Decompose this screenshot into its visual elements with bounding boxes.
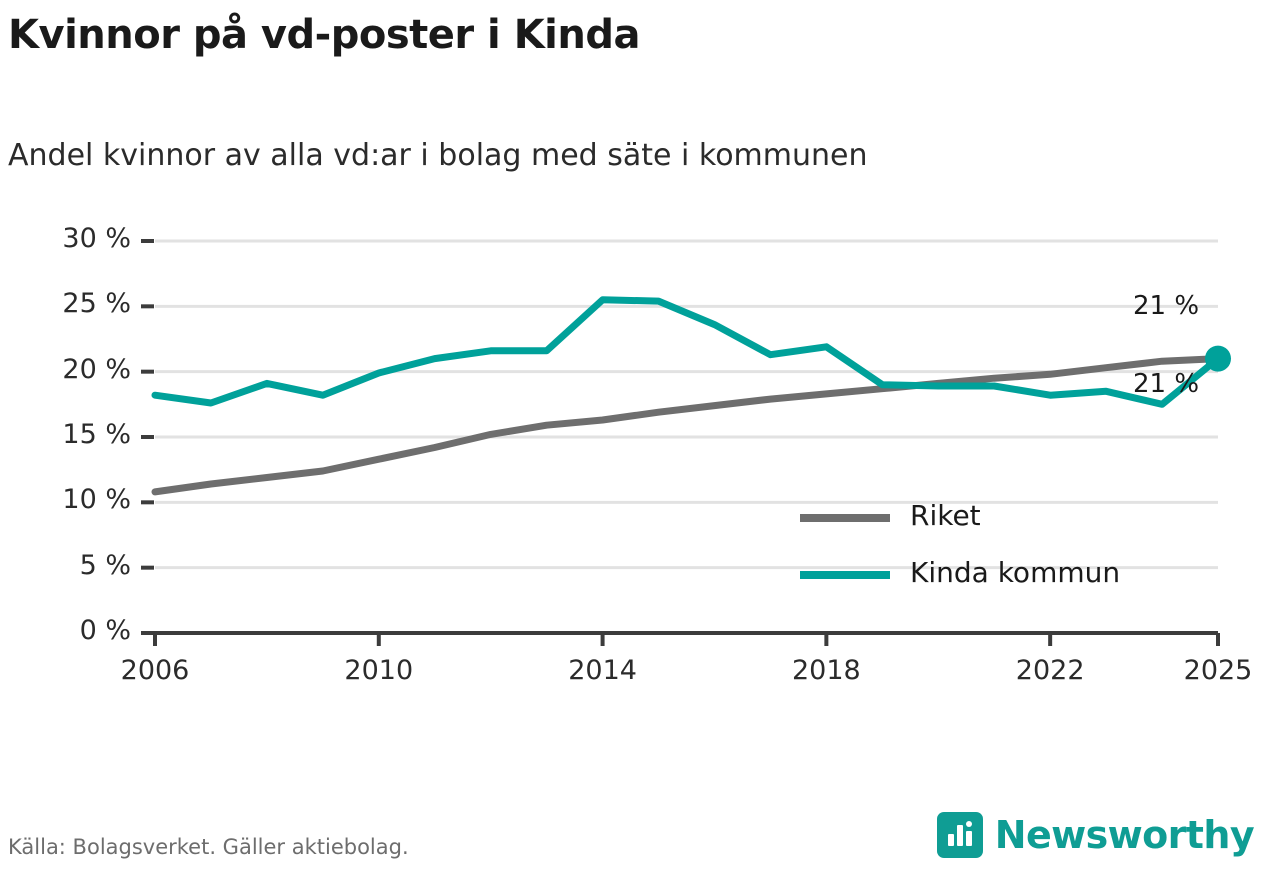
- x-axis-line: [141, 239, 1220, 646]
- x-tick-label: 2014: [568, 655, 637, 686]
- y-tick-label: 15 %: [62, 419, 131, 450]
- legend-swatches: [800, 514, 890, 579]
- page-title: Kvinnor på vd-poster i Kinda: [8, 12, 641, 58]
- line-chart-svg: [141, 239, 1231, 646]
- y-tick-label: 30 %: [62, 223, 131, 254]
- series-value-label: 21 %: [1133, 290, 1200, 321]
- x-tick-label: 2022: [1015, 655, 1085, 686]
- series-line: [151, 355, 1222, 496]
- x-tick-label: 2006: [120, 655, 190, 686]
- x-tick-label: 2025: [1183, 655, 1253, 686]
- legend-label: Kinda kommun: [910, 556, 1121, 589]
- series-end-marker: [1205, 345, 1231, 372]
- y-tick-label: 0 %: [79, 615, 131, 646]
- x-tick-label: 2018: [792, 655, 861, 686]
- y-tick-label: 10 %: [62, 484, 131, 516]
- chart-subtitle: Andel kvinnor av alla vd:ar i bolag med …: [8, 138, 868, 173]
- x-tick-label: 2010: [344, 655, 414, 686]
- brand-logo: Newsworthy: [936, 812, 1255, 858]
- series-value-label: 21 %: [1133, 368, 1200, 399]
- legend-label: Riket: [910, 499, 981, 532]
- y-tick-label: 5 %: [79, 549, 131, 581]
- y-tick-label: 25 %: [62, 288, 131, 320]
- series-lines: [151, 296, 1222, 496]
- source-note: Källa: Bolagsverket. Gäller aktiebolag.: [8, 835, 409, 859]
- chart-plot-area: 0 % 5 % 10 % 15 % 20 % 25 % 30 % 2006 2010 2014 2…: [0, 215, 1262, 695]
- series-end-markers: [1205, 345, 1231, 372]
- bar-chart-logo-icon: [936, 812, 983, 858]
- gridlines: [155, 239, 1218, 570]
- brand-name: Newsworthy: [994, 813, 1255, 857]
- series-line: [151, 296, 1222, 408]
- y-tick-label: 20 %: [62, 353, 131, 385]
